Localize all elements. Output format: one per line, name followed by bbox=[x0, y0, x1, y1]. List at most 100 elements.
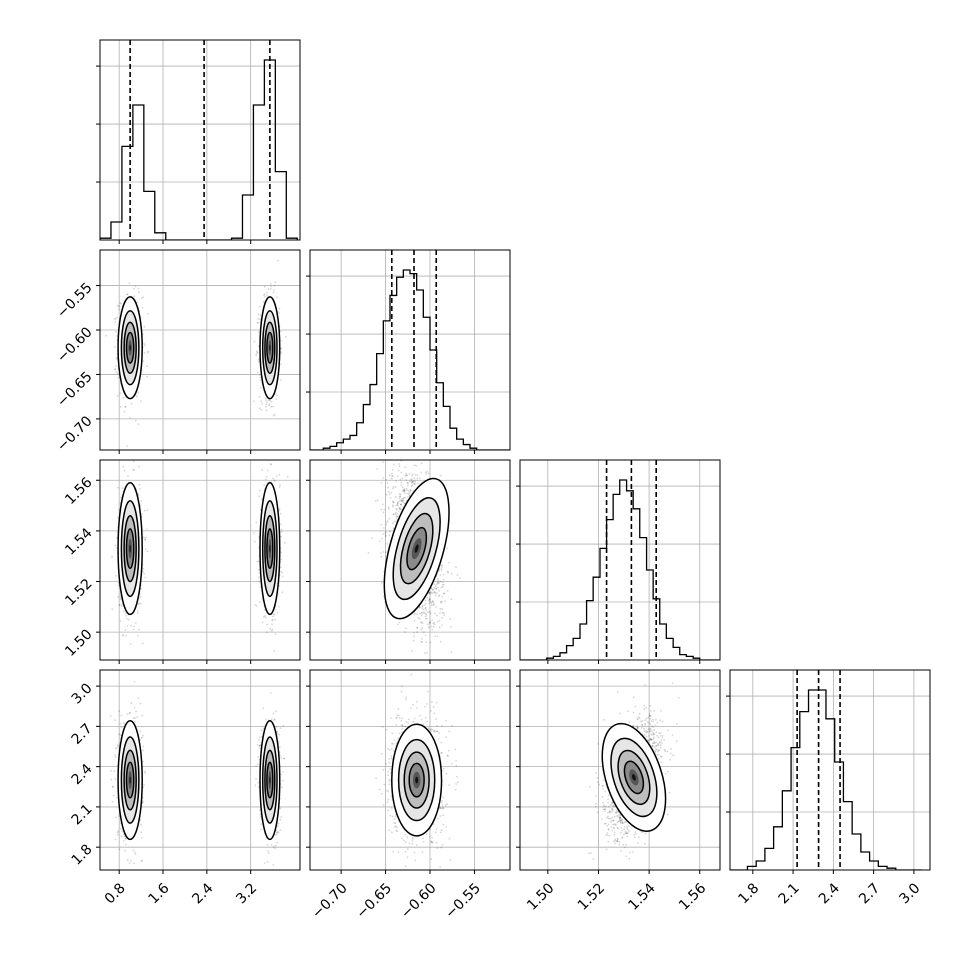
scatter-point bbox=[416, 477, 419, 480]
scatter-point bbox=[118, 848, 121, 851]
scatter-point bbox=[385, 478, 388, 481]
scatter-point bbox=[402, 499, 405, 502]
scatter-point bbox=[111, 800, 114, 803]
scatter-point bbox=[258, 331, 260, 334]
scatter-point bbox=[144, 772, 146, 774]
scatter-point bbox=[143, 784, 145, 786]
scatter-point bbox=[139, 488, 141, 490]
scatter-point bbox=[390, 492, 392, 494]
scatter-point bbox=[399, 499, 402, 502]
scatter-point bbox=[130, 624, 132, 627]
scatter-point bbox=[271, 623, 273, 626]
scatter-point bbox=[255, 521, 258, 524]
scatter-point bbox=[133, 681, 136, 683]
scatter-point bbox=[401, 477, 404, 480]
scatter-point bbox=[132, 468, 135, 471]
scatter-point bbox=[395, 517, 398, 519]
scatter-point bbox=[138, 291, 140, 294]
scatter-point bbox=[413, 635, 415, 638]
scatter-point bbox=[413, 632, 415, 634]
scatter-point bbox=[267, 288, 270, 291]
scatter-point bbox=[416, 474, 419, 476]
scatter-point bbox=[410, 485, 413, 488]
scatter-point bbox=[257, 345, 260, 348]
density-0 bbox=[117, 482, 143, 616]
scatter-point bbox=[122, 722, 125, 725]
scatter-point bbox=[417, 482, 419, 485]
scatter-point bbox=[442, 573, 445, 576]
scatter-point bbox=[425, 609, 428, 611]
scatter-point bbox=[146, 550, 149, 553]
scatter-point bbox=[270, 629, 273, 632]
panel-content bbox=[520, 460, 720, 660]
scatter-point bbox=[275, 475, 278, 477]
scatter-point bbox=[126, 618, 128, 620]
scatter-point bbox=[439, 564, 442, 567]
scatter-point bbox=[117, 377, 120, 379]
scatter-point bbox=[116, 537, 118, 540]
scatter-point bbox=[420, 621, 423, 624]
contour-level-5 bbox=[269, 544, 271, 553]
scatter-point bbox=[401, 500, 403, 503]
scatter-point bbox=[276, 394, 278, 397]
scatter-point bbox=[281, 591, 284, 594]
scatter-point bbox=[263, 293, 266, 295]
scatter-point bbox=[408, 492, 410, 495]
panel-1-0: −0.70−0.65−0.60−0.55 bbox=[54, 249, 301, 455]
scatter-point bbox=[425, 613, 428, 616]
scatter-point bbox=[142, 360, 145, 362]
scatter-point bbox=[269, 283, 272, 285]
scatter-point bbox=[440, 569, 443, 572]
scatter-point bbox=[126, 713, 129, 716]
scatter-point bbox=[261, 402, 263, 405]
scatter-point bbox=[396, 515, 399, 518]
scatter-point bbox=[428, 602, 431, 605]
scatter-point bbox=[446, 547, 449, 550]
scatter-point bbox=[432, 601, 435, 604]
scatter-point bbox=[134, 622, 137, 624]
scatter-point bbox=[399, 507, 401, 510]
scatter-point bbox=[258, 374, 261, 376]
y-tick-label: 1.54 bbox=[62, 525, 95, 558]
scatter-point bbox=[382, 551, 385, 553]
scatter-point bbox=[429, 599, 431, 601]
scatter-point bbox=[435, 606, 438, 608]
scatter-point bbox=[138, 602, 141, 605]
scatter-point bbox=[376, 453, 378, 455]
scatter-point bbox=[416, 613, 418, 615]
scatter-point bbox=[115, 330, 117, 333]
scatter-point bbox=[272, 456, 274, 458]
scatter-point bbox=[117, 745, 119, 748]
scatter-point bbox=[145, 536, 147, 539]
scatter-point bbox=[280, 347, 282, 350]
scatter-point bbox=[270, 405, 273, 408]
scatter-point bbox=[427, 472, 430, 475]
scatter-point bbox=[266, 401, 268, 403]
scatter-point bbox=[259, 318, 261, 321]
scatter-point bbox=[421, 605, 424, 608]
scatter-point bbox=[403, 492, 406, 495]
scatter-point bbox=[144, 538, 147, 541]
scatter-point bbox=[393, 520, 396, 523]
scatter-point bbox=[395, 507, 398, 510]
scatter-point bbox=[144, 548, 147, 551]
scatter-point bbox=[111, 785, 114, 788]
scatter-point bbox=[421, 640, 423, 643]
scatter-point bbox=[265, 631, 268, 634]
scatter-point bbox=[284, 335, 287, 338]
scatter-point bbox=[401, 499, 404, 502]
scatter-point bbox=[429, 593, 432, 595]
scatter-point bbox=[273, 613, 276, 616]
scatter-point bbox=[426, 611, 429, 614]
scatter-point bbox=[409, 480, 411, 483]
scatter-point bbox=[387, 506, 390, 509]
scatter-point bbox=[420, 614, 423, 617]
scatter-point bbox=[428, 592, 431, 595]
scatter-point bbox=[259, 314, 262, 317]
scatter-point bbox=[265, 399, 267, 402]
scatter-point bbox=[420, 471, 423, 474]
panel-frame bbox=[309, 459, 511, 661]
scatter-point bbox=[130, 860, 132, 862]
scatter-point bbox=[427, 599, 430, 602]
y-tick-label: −0.65 bbox=[54, 369, 96, 411]
